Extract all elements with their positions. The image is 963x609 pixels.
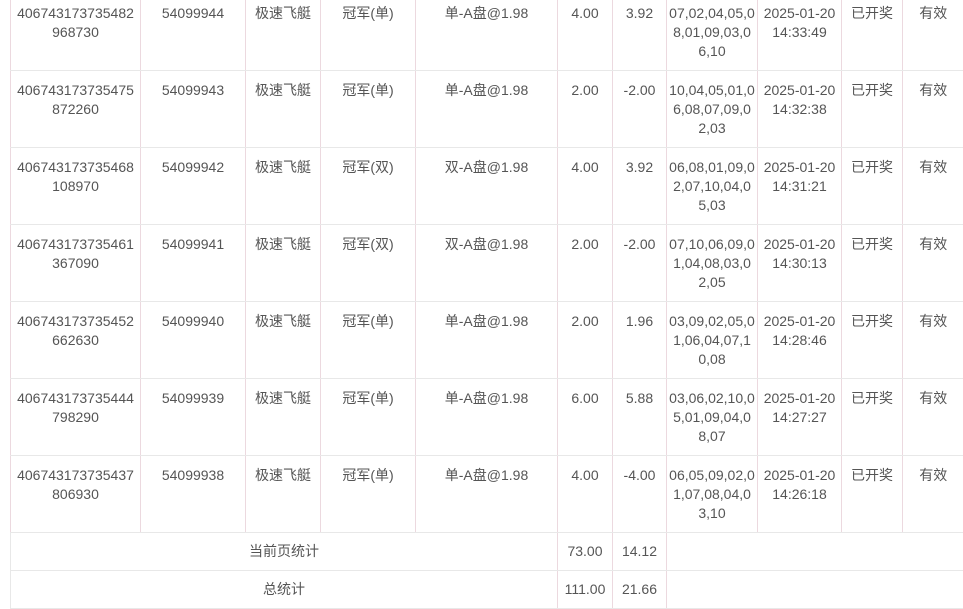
cell-valid: 有效 [903, 148, 963, 225]
cell-amount: 4.00 [558, 0, 613, 71]
cell-play: 冠军(单) [321, 0, 416, 71]
cell-time: 2025-01-20 14:31:21 [758, 148, 842, 225]
cell-result: 06,05,09,02,01,07,08,04,03,10 [667, 456, 758, 533]
cell-amount: 2.00 [558, 225, 613, 302]
cell-valid: 有效 [903, 302, 963, 379]
cell-play: 冠军(双) [321, 148, 416, 225]
cell-amount: 4.00 [558, 456, 613, 533]
cell-game: 极速飞艇 [246, 71, 321, 148]
cell-order: 406743173735482968730 [11, 0, 141, 71]
cell-play: 冠军(单) [321, 302, 416, 379]
cell-play: 冠军(单) [321, 379, 416, 456]
cell-valid: 有效 [903, 0, 963, 71]
cell-play: 冠军(双) [321, 225, 416, 302]
cell-time: 2025-01-20 14:27:27 [758, 379, 842, 456]
page-summary-row: 当前页统计 73.00 14.12 [11, 533, 963, 571]
cell-status: 已开奖 [842, 456, 903, 533]
cell-order: 406743173735461367090 [11, 225, 141, 302]
cell-content: 单-A盘@1.98 [416, 0, 558, 71]
cell-amount: 6.00 [558, 379, 613, 456]
cell-order: 406743173735444798290 [11, 379, 141, 456]
cell-time: 2025-01-20 14:30:13 [758, 225, 842, 302]
cell-winloss: 3.92 [613, 148, 667, 225]
cell-period: 54099941 [141, 225, 246, 302]
cell-game: 极速飞艇 [246, 302, 321, 379]
cell-result: 07,02,04,05,08,01,09,03,06,10 [667, 0, 758, 71]
total-summary-empty [667, 571, 963, 609]
cell-status: 已开奖 [842, 0, 903, 71]
cell-winloss: -4.00 [613, 456, 667, 533]
cell-content: 双-A盘@1.98 [416, 225, 558, 302]
cell-game: 极速飞艇 [246, 225, 321, 302]
page-summary-empty [667, 533, 963, 571]
cell-time: 2025-01-20 14:28:46 [758, 302, 842, 379]
total-summary-winloss: 21.66 [613, 571, 667, 609]
cell-period: 54099942 [141, 148, 246, 225]
cell-game: 极速飞艇 [246, 0, 321, 71]
cell-play: 冠军(单) [321, 71, 416, 148]
cell-status: 已开奖 [842, 148, 903, 225]
cell-content: 单-A盘@1.98 [416, 302, 558, 379]
cell-content: 单-A盘@1.98 [416, 71, 558, 148]
cell-winloss: 1.96 [613, 302, 667, 379]
cell-result: 03,06,02,10,05,01,09,04,08,07 [667, 379, 758, 456]
cell-content: 双-A盘@1.98 [416, 148, 558, 225]
page-summary-label: 当前页统计 [11, 533, 558, 571]
cell-winloss: 3.92 [613, 0, 667, 71]
cell-status: 已开奖 [842, 379, 903, 456]
cell-amount: 2.00 [558, 71, 613, 148]
cell-status: 已开奖 [842, 302, 903, 379]
cell-winloss: -2.00 [613, 225, 667, 302]
cell-time: 2025-01-20 14:33:49 [758, 0, 842, 71]
cell-status: 已开奖 [842, 225, 903, 302]
cell-period: 54099938 [141, 456, 246, 533]
cell-result: 03,09,02,05,01,06,04,07,10,08 [667, 302, 758, 379]
cell-order: 406743173735468108970 [11, 148, 141, 225]
cell-result: 06,08,01,09,02,07,10,04,05,03 [667, 148, 758, 225]
total-summary-row: 总统计 111.00 21.66 [11, 571, 963, 609]
cell-amount: 4.00 [558, 148, 613, 225]
cell-result: 07,10,06,09,01,04,08,03,02,05 [667, 225, 758, 302]
cell-content: 单-A盘@1.98 [416, 379, 558, 456]
cell-content: 单-A盘@1.98 [416, 456, 558, 533]
cell-winloss: 5.88 [613, 379, 667, 456]
cell-period: 54099940 [141, 302, 246, 379]
cell-status: 已开奖 [842, 71, 903, 148]
cell-valid: 有效 [903, 456, 963, 533]
cell-period: 54099944 [141, 0, 246, 71]
total-summary-amount: 111.00 [558, 571, 613, 609]
cell-play: 冠军(单) [321, 456, 416, 533]
cell-winloss: -2.00 [613, 71, 667, 148]
cell-time: 2025-01-20 14:26:18 [758, 456, 842, 533]
cell-time: 2025-01-20 14:32:38 [758, 71, 842, 148]
total-summary-label: 总统计 [11, 571, 558, 609]
cell-valid: 有效 [903, 225, 963, 302]
cell-order: 406743173735475872260 [11, 71, 141, 148]
cell-period: 54099943 [141, 71, 246, 148]
cell-order: 406743173735452662630 [11, 302, 141, 379]
cell-period: 54099939 [141, 379, 246, 456]
cell-valid: 有效 [903, 71, 963, 148]
page-summary-winloss: 14.12 [613, 533, 667, 571]
page-summary-amount: 73.00 [558, 533, 613, 571]
cell-order: 406743173735437806930 [11, 456, 141, 533]
cell-valid: 有效 [903, 379, 963, 456]
cell-amount: 2.00 [558, 302, 613, 379]
cell-result: 10,04,05,01,06,08,07,09,02,03 [667, 71, 758, 148]
cell-game: 极速飞艇 [246, 456, 321, 533]
cell-game: 极速飞艇 [246, 148, 321, 225]
cell-game: 极速飞艇 [246, 379, 321, 456]
